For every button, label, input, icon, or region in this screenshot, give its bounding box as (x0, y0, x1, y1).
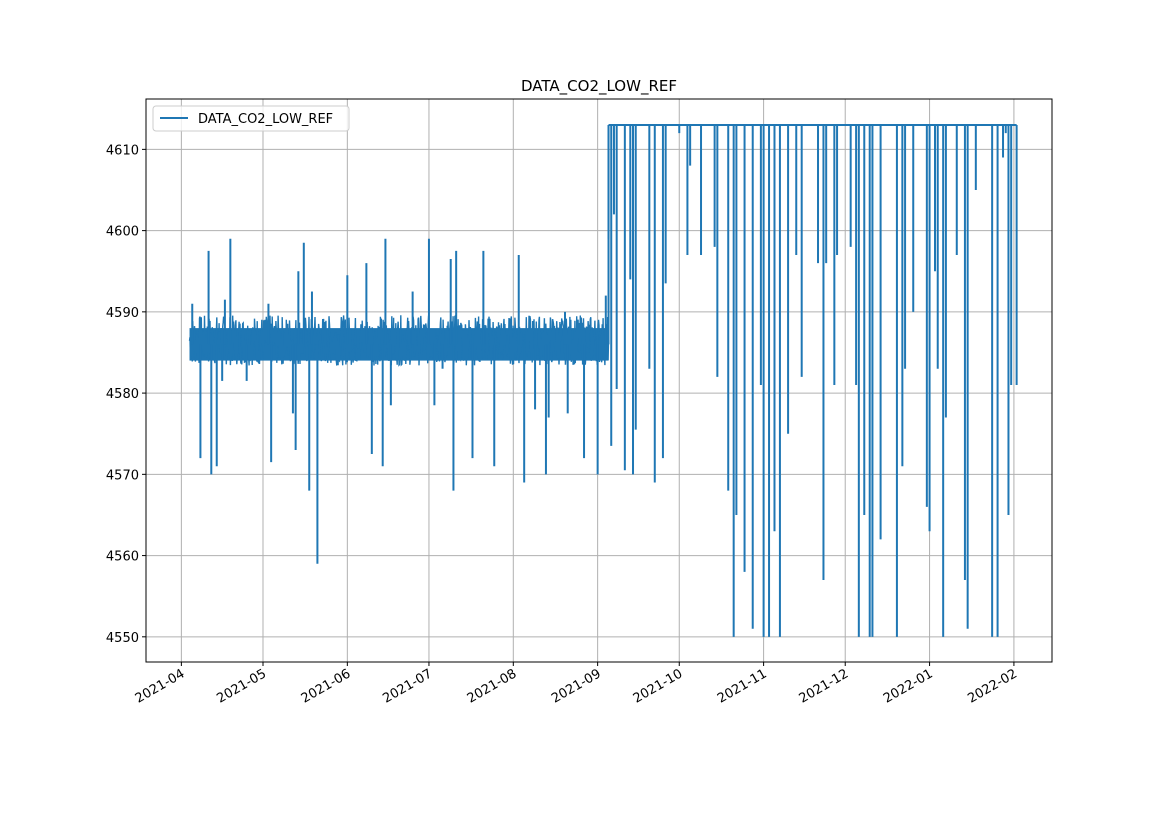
y-tick-label: 4590 (106, 306, 139, 321)
legend: DATA_CO2_LOW_REF (152, 105, 350, 132)
series-regime (188, 314, 610, 367)
noise-trace (188, 314, 610, 367)
y-tick-label: 4570 (106, 468, 139, 483)
legend-label: DATA_CO2_LOW_REF (198, 112, 333, 127)
y-tick-label: 4600 (106, 225, 139, 240)
y-axis: 4550 4560 4570 4580 4590 4600 4610 (106, 143, 146, 646)
y-tick-label: 4610 (106, 143, 139, 158)
plot-frame (145, 98, 1053, 663)
y-tick-label: 4550 (106, 631, 139, 646)
y-tick-label: 4580 (106, 387, 139, 402)
y-tick-label: 4560 (106, 550, 139, 565)
chart-title: DATA_CO2_LOW_REF (521, 77, 677, 96)
series-line (188, 123, 1018, 637)
legend-box (152, 105, 350, 132)
